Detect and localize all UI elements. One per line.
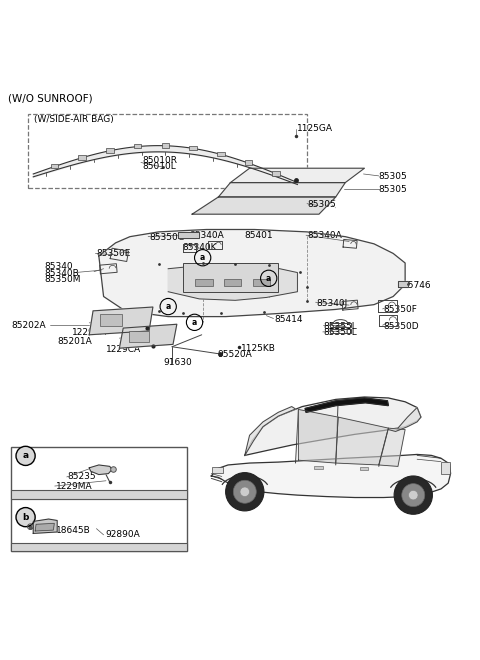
- Text: 85340J: 85340J: [317, 299, 348, 308]
- Text: (W/O SUNROOF): (W/O SUNROOF): [8, 94, 93, 104]
- Text: a: a: [23, 451, 29, 461]
- Polygon shape: [89, 465, 112, 475]
- Text: 85350E: 85350E: [96, 249, 131, 259]
- Text: 1125GA: 1125GA: [298, 125, 334, 133]
- Polygon shape: [192, 197, 336, 214]
- Polygon shape: [168, 264, 298, 300]
- Polygon shape: [218, 183, 345, 197]
- Text: 85340B: 85340B: [45, 269, 80, 278]
- Bar: [182, 263, 278, 292]
- Polygon shape: [379, 428, 405, 467]
- Polygon shape: [299, 409, 338, 463]
- Text: 85746: 85746: [403, 281, 432, 290]
- Text: 85355L: 85355L: [324, 321, 358, 331]
- Text: 1229CA: 1229CA: [106, 345, 141, 354]
- Polygon shape: [245, 397, 421, 455]
- Text: 85414: 85414: [275, 315, 303, 324]
- Text: 85305: 85305: [379, 185, 408, 194]
- Text: 85201A: 85201A: [57, 337, 92, 346]
- Text: a: a: [166, 302, 171, 311]
- Polygon shape: [89, 307, 153, 335]
- Text: 85350M: 85350M: [45, 275, 81, 284]
- Circle shape: [394, 476, 432, 514]
- Text: 92890A: 92890A: [105, 531, 140, 539]
- Bar: [314, 466, 323, 469]
- Bar: [50, 164, 58, 168]
- Polygon shape: [178, 232, 199, 238]
- Circle shape: [408, 490, 418, 500]
- Text: 85350G: 85350G: [149, 233, 185, 242]
- Bar: [224, 279, 241, 286]
- Text: a: a: [192, 318, 197, 327]
- Polygon shape: [99, 230, 405, 317]
- Circle shape: [16, 508, 35, 527]
- Polygon shape: [211, 455, 451, 498]
- Text: 85235: 85235: [68, 473, 96, 481]
- Bar: [100, 314, 122, 326]
- Bar: [106, 148, 114, 152]
- Bar: [78, 155, 86, 160]
- Text: 85305: 85305: [379, 172, 408, 182]
- Circle shape: [240, 487, 250, 496]
- Polygon shape: [120, 324, 177, 348]
- Bar: [441, 461, 450, 474]
- Bar: [195, 279, 213, 286]
- Text: b: b: [23, 513, 29, 521]
- Bar: [217, 152, 225, 156]
- Text: 18645B: 18645B: [56, 526, 91, 535]
- Bar: [11, 490, 187, 499]
- Polygon shape: [33, 519, 57, 533]
- Circle shape: [16, 446, 35, 465]
- Polygon shape: [305, 398, 388, 412]
- Bar: [253, 279, 270, 286]
- Circle shape: [402, 484, 425, 507]
- Bar: [161, 143, 169, 148]
- Bar: [134, 144, 142, 148]
- Text: a: a: [200, 253, 205, 262]
- Text: 85401: 85401: [245, 231, 274, 240]
- Text: a: a: [266, 274, 271, 282]
- Bar: [330, 323, 350, 327]
- Circle shape: [226, 473, 264, 511]
- Bar: [11, 543, 187, 551]
- Polygon shape: [388, 407, 421, 432]
- Text: 95520A: 95520A: [217, 350, 252, 360]
- Text: 91630: 91630: [163, 358, 192, 367]
- Polygon shape: [336, 417, 388, 465]
- Bar: [11, 447, 187, 551]
- Text: (W/SIDE-AIR BAG): (W/SIDE-AIR BAG): [34, 115, 114, 124]
- Text: 85202A: 85202A: [11, 321, 46, 330]
- Text: 85340: 85340: [45, 262, 73, 271]
- Text: 85340K: 85340K: [182, 243, 217, 252]
- Circle shape: [233, 480, 256, 504]
- Bar: [212, 467, 223, 473]
- Text: 1125KB: 1125KB: [241, 344, 276, 352]
- Polygon shape: [245, 407, 296, 455]
- Text: 1229CA: 1229CA: [72, 329, 107, 337]
- Bar: [189, 145, 197, 150]
- Text: 85350L: 85350L: [324, 329, 358, 337]
- Text: 85350F: 85350F: [384, 306, 418, 314]
- Bar: [28, 114, 307, 188]
- Text: 85010L: 85010L: [142, 162, 176, 172]
- Polygon shape: [230, 168, 364, 183]
- Text: 85350D: 85350D: [384, 321, 419, 331]
- Bar: [245, 160, 252, 165]
- Bar: [360, 467, 368, 470]
- Text: 85340A: 85340A: [190, 231, 225, 240]
- Text: 85010R: 85010R: [142, 156, 177, 164]
- Polygon shape: [398, 281, 408, 287]
- Bar: [330, 329, 350, 333]
- Bar: [129, 331, 149, 343]
- Text: 85305: 85305: [307, 200, 336, 209]
- Polygon shape: [35, 523, 54, 531]
- Bar: [273, 171, 280, 176]
- Text: 85340A: 85340A: [307, 231, 342, 240]
- Text: 1229MA: 1229MA: [56, 482, 92, 490]
